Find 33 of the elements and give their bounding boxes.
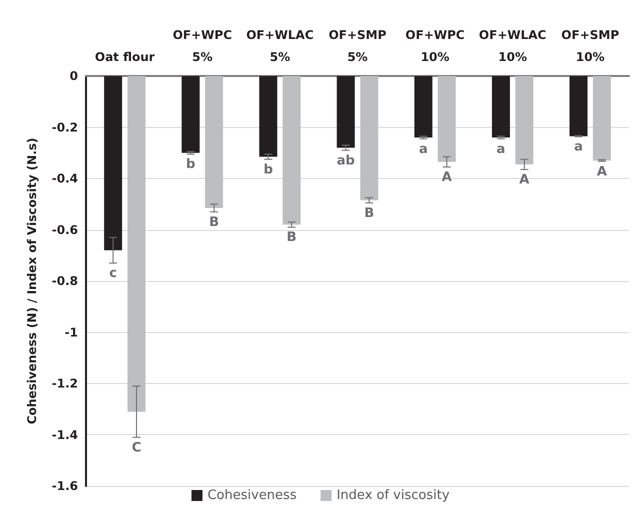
data-label: a [418,142,428,157]
x-tick-label: OF+SMP 10% [561,28,620,64]
x-tick-label: Oat flour [94,50,155,64]
x-tick-label: OF+WLAC 5% [246,28,314,64]
legend-label: Cohesiveness [207,488,297,503]
data-label: A [596,164,607,180]
x-tick-label: OF+WPC 10% [405,28,465,64]
y-tick-label: 0 [70,69,78,83]
data-label: a [496,142,506,157]
y-tick-label: -1.4 [52,428,78,442]
x-tick-label: OF+SMP 5% [328,28,387,64]
data-label: C [132,440,142,456]
x-tick-label: OF+WLAC 10% [478,28,547,64]
data-label: b [186,157,196,172]
data-label: b [264,162,273,178]
legend-label: Index of viscosity [336,488,450,503]
data-label: A [442,170,452,185]
data-label: B [364,206,374,221]
x-tick-label: OF+WPC 5% [172,28,232,64]
data-label: B [209,214,220,230]
y-tick-label: -0.6 [52,222,78,237]
y-tick-label: -0.4 [52,172,78,186]
y-tick-label: -1.6 [52,479,78,493]
y-tick-label: -0.2 [52,120,78,134]
data-label: ab [336,153,355,168]
data-label: B [286,230,297,246]
data-label: a [574,140,583,155]
y-tick-label: -0.8 [52,274,78,288]
y-tick-label: -1 [64,325,78,340]
data-label: c [109,266,117,282]
data-label: A [519,172,530,188]
y-tick-label: -1.2 [52,376,78,390]
y-axis-title: Cohesiveness (N) / Index of Viscosity (N.s) [25,138,39,424]
